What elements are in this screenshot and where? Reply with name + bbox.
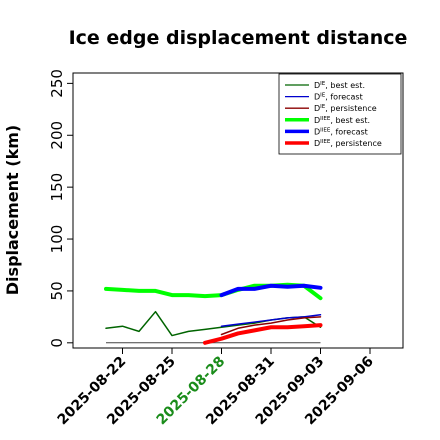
legend-label-5: DIIEE, persistence — [314, 139, 382, 148]
y-tick-label: 50 — [48, 281, 66, 300]
y-axis-label: Displacement (km) — [3, 125, 22, 295]
legend-label-1: DIE, forecast — [314, 93, 363, 102]
y-tick-label: 0 — [48, 338, 66, 348]
series-line-0 — [105, 310, 322, 337]
legend-label-3: DIIEE, best est. — [314, 116, 370, 125]
series-line-2 — [220, 316, 322, 336]
plot-lines — [104, 282, 323, 345]
legend-label-2: DIE, persistence — [314, 104, 377, 113]
y-axis: 0 50 100 150 200 250 — [48, 69, 73, 348]
series-line-4 — [219, 283, 323, 298]
series-line-1 — [220, 314, 322, 327]
series-line-5 — [203, 323, 323, 345]
legend: DIE, best est. DIE, forecast DIE, persiste… — [278, 73, 402, 155]
legend-label-4: DIIEE, forecast — [314, 127, 368, 136]
x-axis: 2025-08-222025-08-252025-08-282025-08-31… — [55, 348, 377, 428]
chart-title: Ice edge displacement distance — [69, 27, 408, 49]
legend-label-0: DIE, best est. — [314, 81, 365, 90]
y-tick-label: 200 — [48, 121, 66, 150]
y-tick-label: 100 — [48, 225, 66, 254]
y-tick-label: 250 — [48, 69, 66, 98]
y-tick-label: 150 — [48, 173, 66, 202]
plot-frame — [72, 72, 404, 349]
legend-box — [278, 73, 402, 155]
